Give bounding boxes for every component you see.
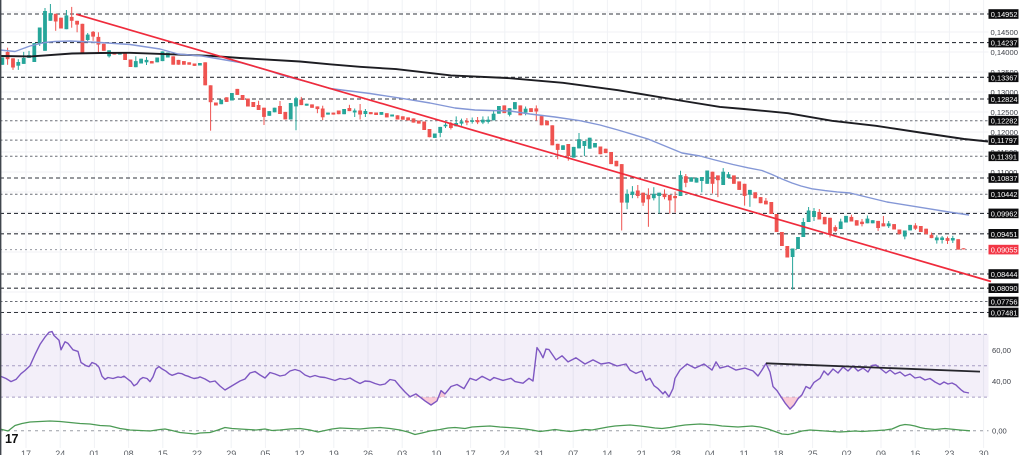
svg-text:07: 07 bbox=[568, 449, 578, 455]
svg-text:0,08090: 0,08090 bbox=[991, 284, 1018, 293]
svg-text:0,12000: 0,12000 bbox=[991, 128, 1018, 137]
svg-text:17: 17 bbox=[21, 449, 31, 455]
svg-text:01: 01 bbox=[89, 449, 99, 455]
svg-text:0,09055: 0,09055 bbox=[991, 246, 1018, 255]
svg-text:17: 17 bbox=[466, 449, 476, 455]
svg-text:24: 24 bbox=[500, 449, 510, 455]
svg-text:0,14952: 0,14952 bbox=[991, 10, 1018, 19]
svg-text:04: 04 bbox=[705, 449, 715, 455]
svg-text:0,12282: 0,12282 bbox=[991, 117, 1018, 126]
svg-text:0,11000: 0,11000 bbox=[991, 168, 1018, 177]
svg-text:25: 25 bbox=[808, 449, 818, 455]
svg-text:31: 31 bbox=[534, 449, 544, 455]
svg-text:0,00: 0,00 bbox=[992, 427, 1007, 436]
svg-text:0,11797: 0,11797 bbox=[991, 136, 1017, 145]
svg-text:22: 22 bbox=[192, 449, 202, 455]
svg-text:19: 19 bbox=[329, 449, 339, 455]
svg-text:29: 29 bbox=[226, 449, 236, 455]
svg-text:17: 17 bbox=[5, 432, 18, 446]
svg-text:0,07481: 0,07481 bbox=[991, 309, 1018, 318]
svg-text:28: 28 bbox=[671, 449, 681, 455]
svg-text:09: 09 bbox=[876, 449, 886, 455]
svg-text:24: 24 bbox=[55, 449, 65, 455]
svg-text:0,14500: 0,14500 bbox=[991, 28, 1018, 37]
svg-text:15: 15 bbox=[158, 449, 168, 455]
svg-text:11: 11 bbox=[740, 449, 749, 455]
svg-text:03: 03 bbox=[397, 449, 407, 455]
svg-text:18: 18 bbox=[773, 449, 783, 455]
svg-text:40,00: 40,00 bbox=[992, 377, 1011, 386]
svg-text:21: 21 bbox=[637, 449, 647, 455]
svg-text:0,14000: 0,14000 bbox=[991, 48, 1018, 57]
svg-text:30: 30 bbox=[979, 449, 989, 455]
svg-text:05: 05 bbox=[260, 449, 270, 455]
svg-text:02: 02 bbox=[842, 449, 852, 455]
svg-text:0,13000: 0,13000 bbox=[991, 88, 1018, 97]
svg-text:10: 10 bbox=[431, 449, 441, 455]
svg-text:0,10442: 0,10442 bbox=[991, 190, 1018, 199]
svg-text:0,09451: 0,09451 bbox=[991, 230, 1018, 239]
svg-text:0,11391: 0,11391 bbox=[991, 152, 1017, 161]
svg-text:0,12500: 0,12500 bbox=[991, 108, 1018, 117]
svg-text:0,12824: 0,12824 bbox=[991, 95, 1018, 104]
svg-text:08: 08 bbox=[124, 449, 134, 455]
svg-text:0,10837: 0,10837 bbox=[991, 174, 1018, 183]
svg-text:26: 26 bbox=[363, 449, 373, 455]
svg-text:0,09962: 0,09962 bbox=[991, 209, 1018, 218]
svg-text:23: 23 bbox=[944, 449, 954, 455]
svg-text:16: 16 bbox=[910, 449, 920, 455]
svg-text:0,14237: 0,14237 bbox=[991, 39, 1018, 48]
svg-text:60,00: 60,00 bbox=[992, 346, 1011, 355]
svg-text:0,08444: 0,08444 bbox=[991, 270, 1018, 279]
svg-text:12: 12 bbox=[295, 449, 305, 455]
svg-text:0,07756: 0,07756 bbox=[991, 298, 1018, 307]
svg-text:14: 14 bbox=[602, 449, 612, 455]
svg-text:0,13367: 0,13367 bbox=[991, 73, 1018, 82]
